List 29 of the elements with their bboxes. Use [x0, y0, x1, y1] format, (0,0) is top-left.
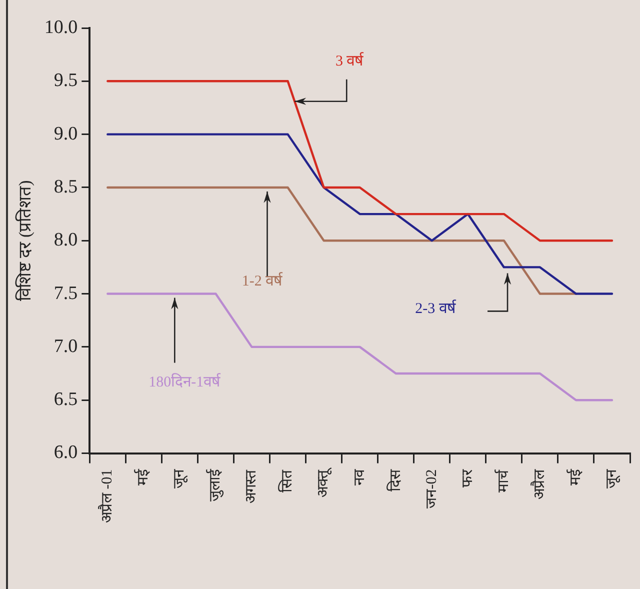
x-tick-label: अप्रैल [530, 468, 548, 500]
x-tick-label: नव [352, 468, 368, 486]
y-axis-title: विशिष्ट दर (प्रतिशत) [14, 180, 35, 302]
y-tick-label: 8.0 [54, 230, 78, 251]
x-tick-label: जुलाई [206, 468, 225, 502]
x-tick-label: मई [566, 468, 584, 486]
x-tick-label: सित [278, 469, 296, 492]
x-tick-label: मार्च [494, 468, 512, 492]
text: 1-2 वर्ष [242, 271, 284, 290]
y-tick-label: 9.0 [54, 123, 78, 144]
x-tick-label: दिस [386, 468, 404, 492]
x-tick-label: अप्रैल -01 [98, 469, 116, 524]
x-tick-label: फर [460, 468, 476, 488]
text: 3 वर्ष [336, 51, 365, 70]
y-tick-label: 6.5 [54, 389, 78, 410]
x-tick-label: जन-02 [424, 469, 440, 508]
y-tick-label: 7.5 [54, 282, 78, 304]
x-tick-label: जून [172, 468, 189, 488]
text: 2-3 वर्ष [415, 299, 457, 318]
text: 180दिन-1वर्ष [148, 372, 222, 391]
x-tick-label: अक्तू [316, 467, 333, 498]
y-tick-label: 10.0 [44, 16, 78, 38]
x-tick-label: जून [604, 468, 621, 488]
x-tick-label: अगस्त [244, 469, 260, 504]
y-tick-label: 8.5 [54, 176, 78, 198]
y-tick-label: 6.0 [54, 442, 78, 464]
x-tick-label: मई [134, 468, 152, 486]
y-tick-label: 7.0 [54, 336, 78, 357]
y-tick-label: 9.5 [54, 70, 78, 92]
